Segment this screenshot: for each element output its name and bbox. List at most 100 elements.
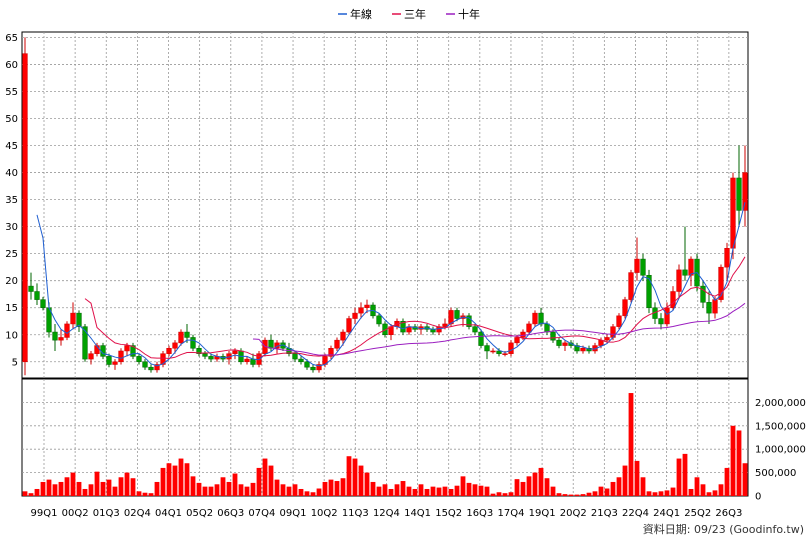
- candle-body: [328, 348, 334, 357]
- volume-tick-label: 0: [755, 492, 761, 503]
- ma-line-three-year: [84, 256, 746, 359]
- candle-body: [712, 299, 718, 314]
- candle-body: [526, 323, 532, 333]
- volume-bar: [586, 492, 592, 496]
- candle-body: [64, 323, 70, 338]
- candle-body: [724, 248, 730, 268]
- candle-body: [556, 339, 562, 346]
- volume-bar: [40, 481, 46, 496]
- candle-body: [544, 323, 550, 333]
- candle-body: [682, 269, 688, 276]
- x-tick-label: 15Q2: [435, 508, 462, 519]
- candle-body: [490, 350, 496, 353]
- y-tick-label: 20: [5, 276, 18, 287]
- volume-bar: [346, 456, 352, 496]
- volume-bar: [394, 484, 400, 496]
- x-tick-label: 25Q2: [684, 508, 711, 519]
- candle-body: [532, 312, 538, 325]
- x-tick-label: 02Q4: [124, 508, 151, 519]
- volume-bar: [610, 481, 616, 496]
- x-tick-label: 06Q3: [217, 508, 244, 519]
- candle-body: [718, 266, 724, 300]
- x-tick-label: 16Q3: [466, 508, 493, 519]
- volume-bar: [544, 478, 550, 496]
- candle-body: [346, 318, 352, 333]
- candle-body: [310, 366, 316, 371]
- candle-body: [232, 350, 238, 354]
- volume-bar: [154, 481, 160, 496]
- volume-bar: [52, 484, 58, 496]
- x-tick-label: 04Q1: [155, 508, 182, 519]
- volume-bar: [124, 472, 130, 496]
- candle-body: [166, 348, 172, 354]
- volume-bar: [166, 463, 172, 496]
- volume-bar: [214, 484, 220, 496]
- candle-body: [118, 350, 124, 363]
- candle-body: [736, 177, 742, 211]
- volume-bar: [658, 491, 664, 496]
- x-tick-label: 24Q1: [653, 508, 680, 519]
- candle-body: [298, 358, 304, 363]
- volume-bar: [370, 481, 376, 496]
- volume-bar: [466, 482, 472, 496]
- candle-body: [478, 331, 484, 346]
- volume-bar: [406, 486, 412, 496]
- volume-bar: [298, 488, 304, 496]
- candle-body: [700, 285, 706, 303]
- candle-body: [184, 331, 190, 338]
- candle-body: [454, 310, 460, 319]
- candle-body: [202, 353, 208, 357]
- x-tick-label: 07Q4: [248, 508, 275, 519]
- volume-bar: [442, 486, 448, 496]
- candle-body: [550, 331, 556, 341]
- volume-bar: [478, 485, 484, 496]
- candle-body: [340, 331, 346, 341]
- candle-body: [628, 272, 634, 300]
- volume-bar: [280, 484, 286, 496]
- volume-bar: [580, 494, 586, 496]
- candle-body: [730, 177, 736, 249]
- volume-bar: [706, 492, 712, 496]
- volume-bar: [520, 481, 526, 496]
- volume-bar: [514, 479, 520, 496]
- volume-bar: [430, 486, 436, 496]
- volume-bar: [76, 481, 82, 496]
- candle-body: [148, 366, 154, 371]
- volume-bar: [262, 458, 268, 496]
- x-tick-label: 11Q3: [342, 508, 369, 519]
- volume-bar: [574, 494, 580, 496]
- volume-bar: [196, 482, 202, 496]
- candle-body: [58, 337, 64, 341]
- volume-bar: [184, 463, 190, 496]
- candle-body: [352, 312, 358, 319]
- volume-bar: [70, 472, 76, 496]
- candle-body: [124, 345, 130, 352]
- candle-body: [574, 345, 580, 352]
- ma-line-annual: [36, 202, 746, 367]
- volume-bar: [382, 484, 388, 496]
- volume-bar: [436, 487, 442, 496]
- volume-bar: [286, 486, 292, 496]
- volume-bar: [118, 477, 124, 496]
- volume-bar: [592, 491, 598, 496]
- volume-bar: [148, 493, 154, 496]
- volume-bar: [664, 490, 670, 496]
- volume-bar: [82, 488, 88, 496]
- y-tick-label: 5: [12, 357, 18, 368]
- candle-body: [172, 342, 178, 349]
- volume-bar: [238, 484, 244, 496]
- volume-bar: [400, 481, 406, 496]
- candle-body: [496, 350, 502, 354]
- volume-bar: [226, 481, 232, 496]
- candle-body: [622, 299, 628, 317]
- x-tick-label: 17Q4: [497, 508, 524, 519]
- candle-body: [640, 258, 646, 276]
- candle-body: [130, 345, 136, 357]
- y-tick-label: 65: [5, 33, 18, 44]
- candle-body: [316, 364, 322, 371]
- x-tick-label: 20Q2: [560, 508, 587, 519]
- y-tick-label: 10: [5, 330, 18, 341]
- volume-bar: [526, 476, 532, 496]
- volume-bar: [694, 477, 700, 496]
- volume-bar: [598, 486, 604, 496]
